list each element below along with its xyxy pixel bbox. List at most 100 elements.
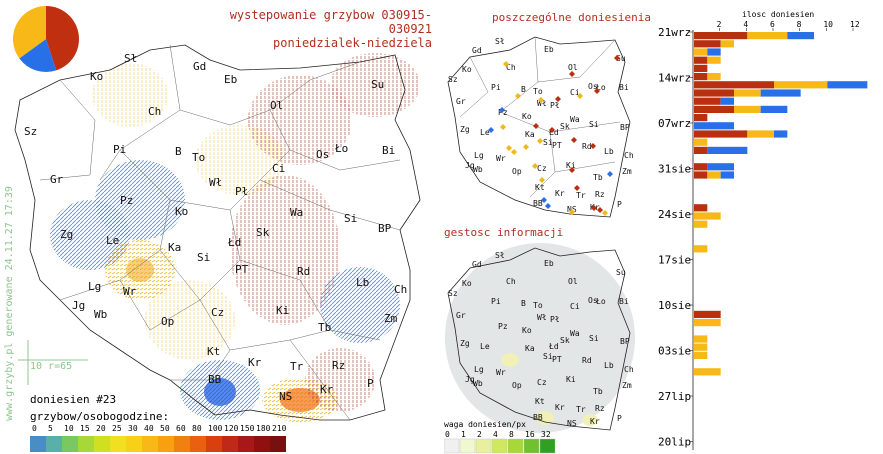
legend-tick: 30: [128, 424, 138, 433]
density-region-label: Wł: [537, 313, 547, 322]
points-region-label: Eb: [544, 45, 554, 54]
density-region-label: Lb: [604, 361, 614, 370]
region-label: Rd: [297, 265, 310, 278]
density-region-label: Ol: [568, 277, 578, 286]
region-label: Su: [371, 78, 384, 91]
generated-text: www.grzyby.pl generowane 24.11.27 17:39: [3, 186, 15, 421]
report-marker: [523, 144, 529, 150]
points-region-label: Rd: [582, 142, 592, 151]
histogram-bar-orange: [694, 351, 708, 359]
report-marker: [499, 107, 505, 113]
histogram-bar-red: [694, 105, 734, 113]
histogram-bar-orange: [694, 48, 708, 56]
histogram-bar-blue: [760, 89, 801, 97]
density-region-label: BB: [533, 413, 543, 422]
points-region-label: Wł: [537, 99, 547, 108]
weight-swatch: [475, 438, 492, 454]
points-region-label: Wa: [570, 115, 580, 124]
histogram-bar-red: [694, 97, 721, 105]
histogram-date-label: 07wrz: [658, 117, 691, 130]
histogram-bar-orange: [694, 335, 708, 343]
points-region-label: Zm: [622, 167, 632, 176]
histogram-bar-orange: [720, 40, 734, 48]
histogram-bar-blue: [707, 163, 734, 171]
points-region-label: Lb: [604, 147, 614, 156]
report-marker: [538, 97, 544, 103]
legend-swatch: [62, 436, 78, 452]
report-marker: [511, 149, 517, 155]
density-region-label: Rz: [595, 404, 605, 413]
density-region-label: B: [521, 299, 526, 308]
legend-tick: 15: [80, 424, 90, 433]
histogram-date-label: 27lip: [658, 390, 691, 403]
legend-tick: 60: [176, 424, 186, 433]
histogram-date-label: 21wrz: [658, 26, 691, 39]
region-label: P: [367, 377, 374, 390]
report-count: doniesien #23: [30, 393, 117, 406]
points-region-label: Pz: [498, 108, 508, 117]
weight-swatch: [444, 438, 460, 454]
region-label: PT: [235, 263, 249, 276]
report-marker: [597, 207, 603, 213]
legend-tick: 80: [192, 424, 202, 433]
voivodeship-borders: [39, 44, 401, 421]
points-region-label: Lg: [474, 151, 484, 160]
legend-tick: 10: [64, 424, 74, 433]
region-label: Ol: [270, 99, 283, 112]
histogram-bar-orange: [694, 245, 708, 253]
region-label: Ci: [272, 162, 285, 175]
region-label: Le: [106, 234, 119, 247]
legend-swatch: [270, 436, 286, 452]
legend-swatch: [158, 436, 174, 452]
density-region-label: Os: [588, 296, 598, 305]
histogram-bar-orange: [747, 32, 788, 40]
density-region-label: Pł: [550, 315, 560, 324]
density-region-label: Ki: [566, 375, 576, 384]
region-label: Kt: [207, 345, 220, 358]
report-marker: [532, 163, 538, 169]
histogram-bar-blue: [787, 32, 814, 40]
report-marker: [591, 205, 597, 211]
points-region-label: Ch: [624, 151, 634, 160]
weight-swatch: [507, 438, 524, 454]
region-label: Ka: [168, 241, 181, 254]
region-label: Lb: [356, 276, 369, 289]
histogram-date-label: 17sie: [658, 254, 691, 267]
region-label: Cz: [211, 306, 224, 319]
histogram-bar-red: [694, 56, 708, 64]
report-marker: [569, 71, 575, 77]
histogram-bar-blue: [694, 122, 734, 130]
points-region-label: Si: [589, 120, 599, 129]
legend-tick: 25: [112, 424, 122, 433]
legend-tick: 120: [224, 424, 239, 433]
histogram-date-label: 10sie: [658, 299, 691, 312]
density-region-label: Ci: [570, 302, 580, 311]
density-region-label: PT: [552, 355, 562, 364]
points-region-label: Sz: [448, 75, 458, 84]
points-region-label: Łd: [548, 128, 559, 137]
report-marker: [574, 185, 580, 191]
histogram-bar-blue: [720, 171, 734, 179]
region-label: Wb: [94, 308, 107, 321]
report-marker: [488, 127, 494, 133]
region-label: Sz: [24, 125, 37, 138]
density-region-label: Tr: [576, 405, 586, 414]
density-region-label: Le: [480, 342, 490, 351]
points-region-label: Os: [588, 82, 598, 91]
density-region-label: Kr: [590, 417, 600, 426]
points-region-label: Si: [543, 138, 553, 147]
points-region-label: Gr: [456, 97, 466, 106]
weight-tick: 16: [525, 430, 535, 439]
region-label: BB: [208, 373, 222, 386]
legend-swatch: [142, 436, 158, 452]
region-label: NS: [279, 390, 292, 403]
legend-swatch: [110, 436, 126, 452]
points-region-label: Pi: [491, 83, 501, 92]
weight-legend: 0 1 2 4 8 16 32: [444, 430, 556, 454]
report-marker: [594, 88, 600, 94]
region-label: Bi: [382, 144, 395, 157]
region-label: Ko: [90, 70, 103, 83]
density-region-label: Zm: [622, 381, 632, 390]
region-label: Si: [197, 251, 210, 264]
